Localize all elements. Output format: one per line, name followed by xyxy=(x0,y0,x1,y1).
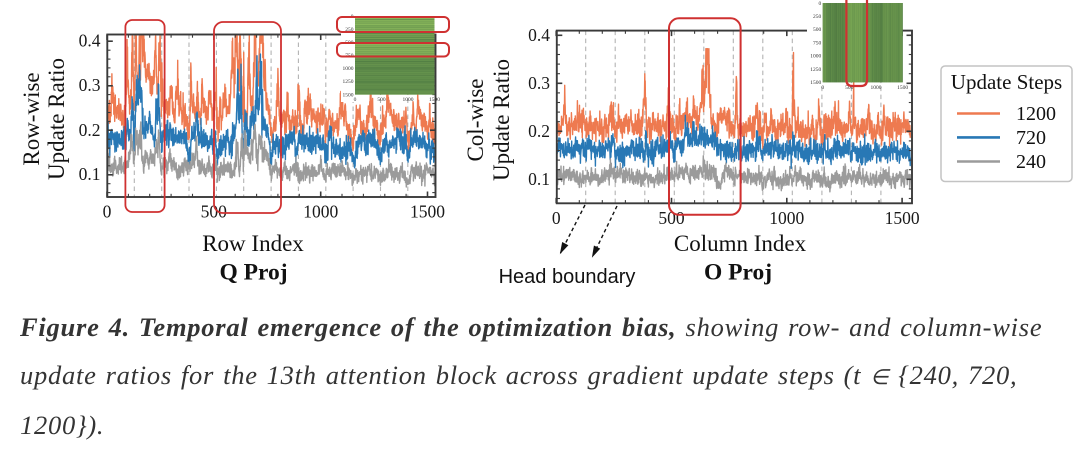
svg-text:Q Proj: Q Proj xyxy=(219,260,287,286)
svg-text:0.4: 0.4 xyxy=(79,31,101,51)
svg-text:500: 500 xyxy=(845,85,854,91)
svg-text:500: 500 xyxy=(201,202,228,222)
svg-text:1250: 1250 xyxy=(810,67,821,73)
svg-text:0: 0 xyxy=(552,208,561,228)
svg-text:Col-wise: Col-wise xyxy=(463,78,488,161)
svg-text:1250: 1250 xyxy=(343,79,354,85)
svg-text:1500: 1500 xyxy=(429,97,440,103)
svg-text:500: 500 xyxy=(377,97,386,103)
svg-text:Update Steps: Update Steps xyxy=(951,70,1062,94)
svg-text:0.3: 0.3 xyxy=(528,73,550,93)
svg-text:0: 0 xyxy=(354,97,357,103)
svg-text:240: 240 xyxy=(1016,151,1046,173)
svg-text:250: 250 xyxy=(813,14,822,20)
svg-text:720: 720 xyxy=(1016,127,1046,149)
svg-text:500: 500 xyxy=(658,208,685,228)
svg-text:0: 0 xyxy=(821,85,824,91)
svg-text:1000: 1000 xyxy=(871,85,882,91)
svg-text:0: 0 xyxy=(818,1,821,7)
svg-text:750: 750 xyxy=(813,40,822,46)
svg-text:0.2: 0.2 xyxy=(79,120,101,140)
svg-text:1500: 1500 xyxy=(810,80,821,86)
svg-text:0.1: 0.1 xyxy=(528,169,550,189)
svg-text:1000: 1000 xyxy=(303,202,338,222)
svg-text:1000: 1000 xyxy=(810,54,821,60)
svg-text:Column Index: Column Index xyxy=(674,231,807,256)
svg-text:1500: 1500 xyxy=(885,208,920,228)
svg-text:Update Ratio: Update Ratio xyxy=(44,58,69,180)
svg-text:0.4: 0.4 xyxy=(528,25,550,45)
svg-text:Update Ratio: Update Ratio xyxy=(489,59,514,181)
svg-text:1000: 1000 xyxy=(343,66,354,72)
svg-text:0.3: 0.3 xyxy=(79,75,101,95)
svg-text:500: 500 xyxy=(813,27,822,33)
svg-text:Head boundary: Head boundary xyxy=(499,266,636,288)
svg-text:0: 0 xyxy=(103,202,112,222)
svg-text:0.1: 0.1 xyxy=(79,164,101,184)
svg-text:O Proj: O Proj xyxy=(704,260,772,286)
svg-text:0.2: 0.2 xyxy=(528,121,550,141)
svg-text:Row-wise: Row-wise xyxy=(19,72,44,165)
svg-text:Row Index: Row Index xyxy=(202,231,304,256)
svg-text:1500: 1500 xyxy=(410,202,445,222)
svg-text:250: 250 xyxy=(345,27,354,33)
svg-text:1500: 1500 xyxy=(897,85,908,91)
svg-text:1500: 1500 xyxy=(343,92,354,98)
svg-text:1000: 1000 xyxy=(769,208,804,228)
svg-text:1200: 1200 xyxy=(1016,103,1056,125)
svg-text:1000: 1000 xyxy=(403,97,414,103)
